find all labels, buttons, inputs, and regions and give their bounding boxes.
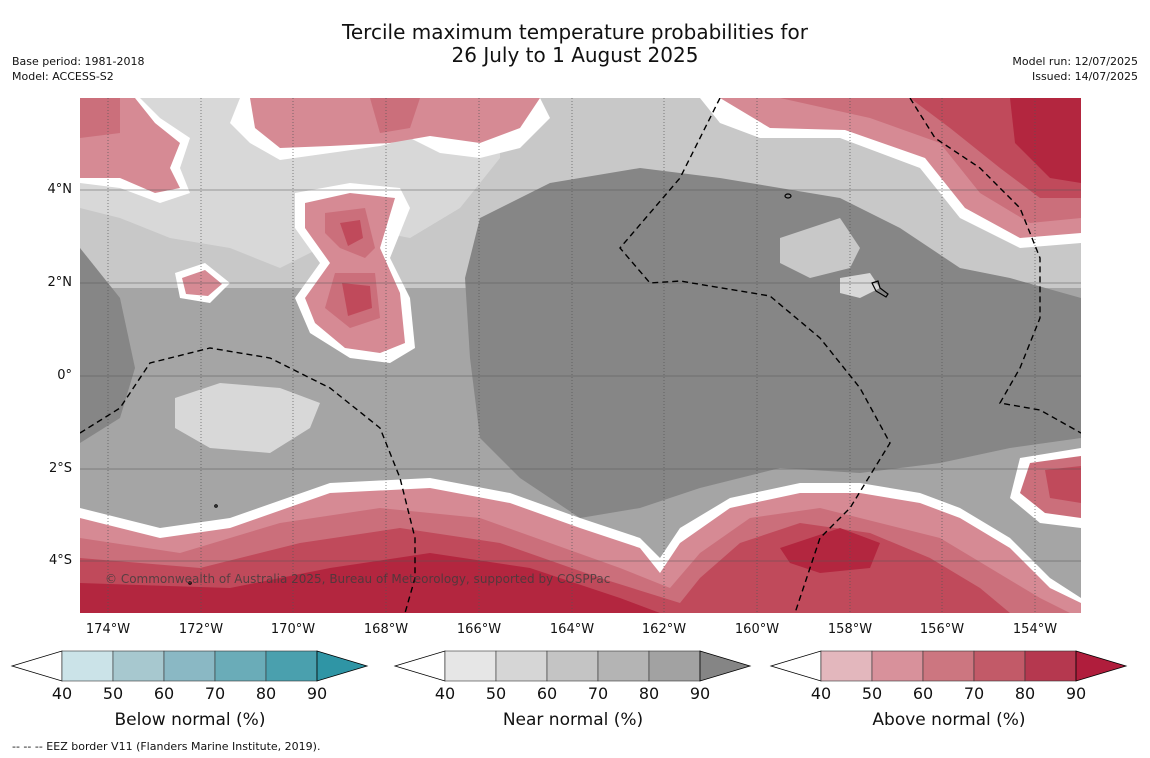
y-tick-label: 2°S: [48, 461, 72, 476]
colorbar-over-triangle: [316, 650, 369, 682]
colorbar-under-triangle: [769, 650, 822, 682]
model-text: Model: ACCESS-S2: [12, 70, 114, 83]
issued-text: Issued: 14/07/2025: [1031, 70, 1138, 83]
x-tick-label: 164°W: [549, 622, 595, 637]
x-tick-label: 154°W: [1012, 622, 1058, 637]
colorbar-over-triangle: [1075, 650, 1128, 682]
colorbar-tick-label: 90: [1065, 684, 1087, 703]
colorbar-under-triangle: [393, 650, 446, 682]
colorbar-segment: [597, 650, 650, 682]
graticule: [107, 98, 1036, 613]
eez-legend-text: -- -- -- EEZ border V11 (Flanders Marine…: [12, 740, 321, 753]
colorbar-segment: [1024, 650, 1077, 682]
colorbar-segment: [820, 650, 873, 682]
y-tick-label: 0°: [57, 368, 72, 383]
probability-map: © Commonwealth of Australia 2025, Bureau…: [80, 98, 1081, 613]
above70-blob: [340, 220, 372, 316]
x-tick-label: 172°W: [178, 622, 224, 637]
colorbar-segment: [112, 650, 165, 682]
above-northwest-core: [80, 98, 120, 138]
colorbar-tick-label: 60: [536, 684, 558, 703]
colorbar-segment: [922, 650, 975, 682]
colorbar-tick-label: 70: [204, 684, 226, 703]
colorbar-tick-label: 40: [434, 684, 456, 703]
colorbar-tick-label: 70: [963, 684, 985, 703]
above60-north: [370, 98, 420, 133]
colorbar-segment: [495, 650, 548, 682]
colorbar-tick-label: 90: [689, 684, 711, 703]
colorbar-tick-label: 80: [255, 684, 277, 703]
above-southeast-core: [1045, 466, 1081, 503]
latitude-lines: [80, 189, 1081, 562]
colorbar-segment: [163, 650, 216, 682]
colorbar-over-triangle: [699, 650, 752, 682]
x-tick-label: 166°W: [456, 622, 502, 637]
colorbar-tick-label: 40: [51, 684, 73, 703]
colorbar-segment: [265, 650, 318, 682]
colorbar-tick-label: 90: [306, 684, 328, 703]
colorbar-segment: [648, 650, 701, 682]
near40-east-island: [840, 273, 880, 298]
base-period-text: Base period: 1981-2018: [12, 55, 145, 68]
colorbar-tick-label: 80: [638, 684, 660, 703]
islands: [188, 193, 889, 585]
colorbar-segment: [214, 650, 267, 682]
x-tick-label: 170°W: [270, 622, 316, 637]
colorbar-tick-label: 70: [587, 684, 609, 703]
colorbar-segment: [546, 650, 599, 682]
colorbar-tick-label: 50: [102, 684, 124, 703]
y-tick-label: 4°S: [48, 553, 72, 568]
y-tick-label: 2°N: [47, 275, 73, 290]
above-normal-label: Above normal (%): [872, 710, 1026, 730]
near70-center: [465, 168, 1081, 518]
colorbar-segment: [973, 650, 1026, 682]
x-tick-label: 160°W: [734, 622, 780, 637]
colorbars: [10, 650, 1128, 682]
above80-northeast: [1010, 98, 1081, 183]
colorbar-tick-label: 40: [810, 684, 832, 703]
x-tick-label: 158°W: [827, 622, 873, 637]
colorbar-tick-label: 50: [861, 684, 883, 703]
map-title-line2: 26 July to 1 August 2025: [451, 43, 699, 67]
x-tick-label: 156°W: [919, 622, 965, 637]
copyright-text: © Commonwealth of Australia 2025, Bureau…: [105, 572, 610, 586]
model-run-text: Model run: 12/07/2025: [1012, 55, 1138, 68]
near70-west-edge: [80, 248, 135, 443]
x-tick-label: 162°W: [641, 622, 687, 637]
x-tick-label: 168°W: [363, 622, 409, 637]
colorbar-segment: [871, 650, 924, 682]
colorbar-tick-label: 80: [1014, 684, 1036, 703]
y-tick-label: 4°N: [47, 182, 73, 197]
below-normal-label: Below normal (%): [114, 710, 266, 730]
x-tick-label: 174°W: [85, 622, 131, 637]
map-title-line1: Tercile maximum temperature probabilitie…: [342, 20, 808, 44]
colorbar-segment: [61, 650, 114, 682]
colorbar-segment: [444, 650, 497, 682]
colorbar-tick-label: 50: [485, 684, 507, 703]
colorbar-tick-label: 60: [153, 684, 175, 703]
near50-east-pocket: [780, 218, 860, 278]
colorbar-tick-label: 60: [912, 684, 934, 703]
near40-west-pocket: [175, 383, 320, 453]
eez-borders: [80, 98, 1081, 613]
colorbar-under-triangle: [10, 650, 63, 682]
above80-south: [80, 528, 880, 613]
near-normal-label: Near normal (%): [502, 710, 644, 730]
